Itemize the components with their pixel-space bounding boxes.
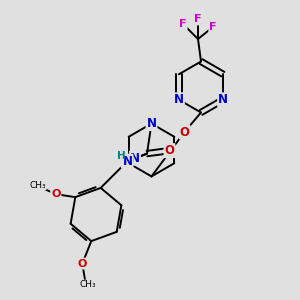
Text: F: F <box>194 14 202 25</box>
Text: N: N <box>130 152 140 165</box>
Text: H: H <box>116 151 125 161</box>
Text: O: O <box>164 144 175 157</box>
Text: F: F <box>209 22 217 32</box>
Text: N: N <box>174 93 184 106</box>
Text: O: O <box>78 259 87 269</box>
Text: F: F <box>179 19 187 29</box>
Text: O: O <box>179 125 190 139</box>
Text: N: N <box>218 93 228 106</box>
Text: O: O <box>51 189 61 199</box>
Text: N: N <box>122 154 133 168</box>
Text: CH₃: CH₃ <box>29 181 46 190</box>
Text: H: H <box>122 158 130 168</box>
Text: N: N <box>146 117 157 130</box>
Text: CH₃: CH₃ <box>80 280 97 289</box>
